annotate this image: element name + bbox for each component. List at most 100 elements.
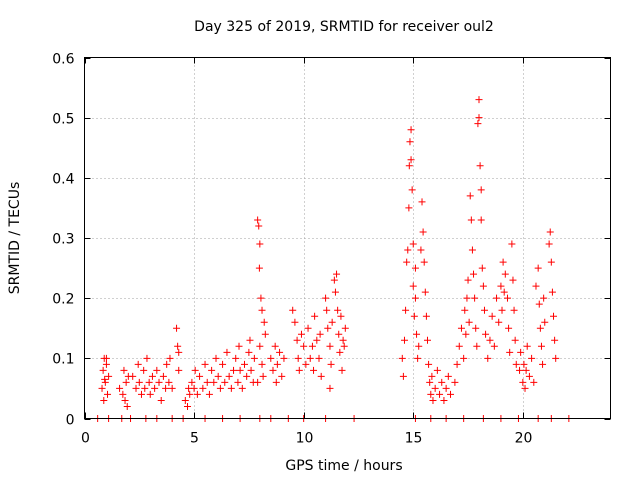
data-point xyxy=(335,330,343,338)
data-point xyxy=(135,378,143,386)
data-point xyxy=(184,402,192,410)
data-point xyxy=(431,384,439,392)
data-point xyxy=(193,390,201,398)
data-point xyxy=(462,330,470,338)
data-point xyxy=(255,222,263,230)
data-point xyxy=(258,360,266,368)
data-point xyxy=(495,318,503,326)
data-point xyxy=(468,246,476,254)
data-point xyxy=(410,312,418,320)
data-point xyxy=(470,270,478,278)
data-point xyxy=(254,378,262,386)
data-point xyxy=(451,378,459,386)
data-point xyxy=(100,396,108,404)
data-point xyxy=(223,348,231,356)
data-point xyxy=(551,336,559,344)
data-point xyxy=(145,378,153,386)
data-point xyxy=(331,288,339,296)
data-point xyxy=(102,360,110,368)
data-point xyxy=(421,288,429,296)
data-point xyxy=(536,324,544,332)
axes: 0 0.1 0.2 0.3 0.4 0.5 0.6 0 5 10 15 20 xyxy=(52,52,611,447)
data-point xyxy=(162,384,170,392)
data-point xyxy=(157,396,165,404)
data-point xyxy=(120,366,128,374)
data-point xyxy=(259,372,267,380)
data-point xyxy=(473,342,481,350)
data-point xyxy=(255,264,263,272)
data-point xyxy=(232,354,240,362)
data-point xyxy=(436,390,444,398)
data-point xyxy=(484,354,492,362)
x-tick-label: 15 xyxy=(405,431,423,447)
data-point xyxy=(304,324,312,332)
data-point xyxy=(310,366,318,374)
data-point xyxy=(453,360,461,368)
data-point xyxy=(327,360,335,368)
data-point xyxy=(517,348,525,356)
data-point xyxy=(250,354,258,362)
data-point xyxy=(548,288,556,296)
data-point xyxy=(269,366,277,374)
data-point xyxy=(336,348,344,356)
data-point xyxy=(442,384,450,392)
data-point xyxy=(547,258,555,266)
data-point xyxy=(545,240,553,248)
data-point xyxy=(509,276,517,284)
data-point xyxy=(546,228,554,236)
data-point xyxy=(199,384,207,392)
data-point xyxy=(464,276,472,284)
data-point xyxy=(289,306,297,314)
data-point xyxy=(175,366,183,374)
x-tick-label: 10 xyxy=(296,431,314,447)
data-point xyxy=(477,216,485,224)
data-point xyxy=(191,366,199,374)
data-point xyxy=(474,120,482,128)
y-tick-label: 0.3 xyxy=(52,232,74,248)
data-point xyxy=(168,384,176,392)
data-point xyxy=(505,324,513,332)
data-point xyxy=(256,342,264,350)
data-point xyxy=(447,390,455,398)
data-point xyxy=(293,336,301,344)
data-point xyxy=(461,306,469,314)
data-point xyxy=(254,216,262,224)
data-point xyxy=(501,270,509,278)
data-point xyxy=(225,372,233,380)
data-point xyxy=(486,336,494,344)
data-point xyxy=(337,312,345,320)
data-point xyxy=(403,258,411,266)
data-point xyxy=(499,258,507,266)
data-point xyxy=(122,378,130,386)
data-point xyxy=(465,318,473,326)
data-point xyxy=(316,330,324,338)
data-point xyxy=(520,360,528,368)
data-point xyxy=(463,294,471,302)
data-point xyxy=(146,390,154,398)
y-tick-label: 0 xyxy=(66,413,75,429)
data-point xyxy=(490,342,498,350)
data-point xyxy=(210,378,218,386)
data-point xyxy=(129,372,137,380)
data-point xyxy=(516,366,524,374)
data-point xyxy=(246,336,254,344)
data-point xyxy=(280,354,288,362)
data-point xyxy=(404,246,412,254)
data-point xyxy=(409,240,417,248)
data-point xyxy=(141,384,149,392)
data-point xyxy=(477,186,485,194)
data-point xyxy=(338,366,346,374)
data-points xyxy=(94,96,573,422)
data-point xyxy=(294,354,302,362)
data-point xyxy=(511,336,519,344)
data-point xyxy=(240,360,248,368)
data-point xyxy=(302,360,310,368)
data-point xyxy=(405,162,413,170)
data-point xyxy=(417,246,425,254)
data-point xyxy=(137,390,145,398)
data-point xyxy=(221,378,229,386)
data-point xyxy=(478,264,486,272)
x-tick-label: 0 xyxy=(81,431,90,447)
data-point xyxy=(540,294,548,302)
data-point xyxy=(411,264,419,272)
